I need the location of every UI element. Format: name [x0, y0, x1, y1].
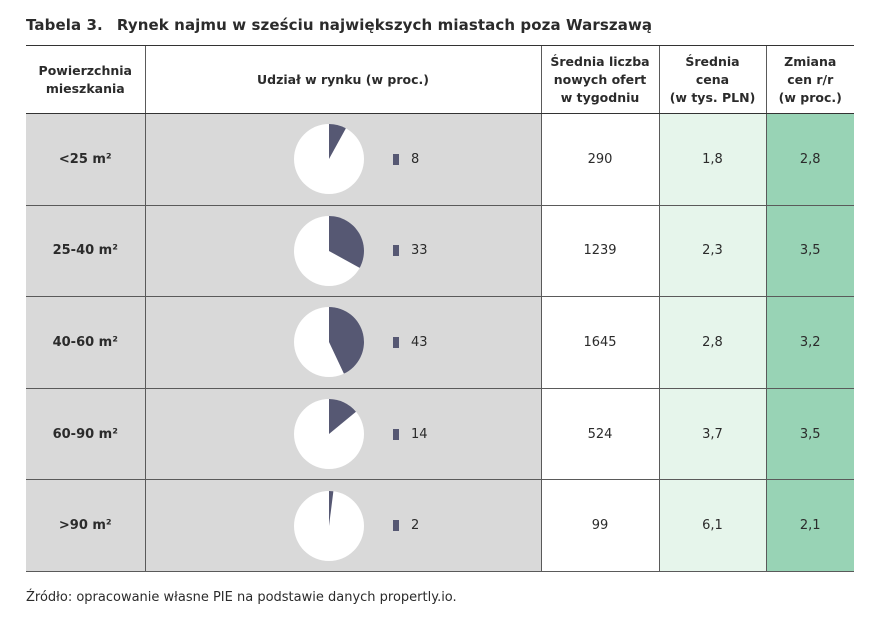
- table-title-text: Rynek najmu w sześciu największych miast…: [116, 16, 653, 34]
- share-value: 2: [411, 518, 420, 534]
- change-cell: 3,5: [765, 388, 854, 481]
- price-cell: 6,1: [658, 479, 766, 572]
- table-row: >90 m² 2 99 6,1 2,1: [26, 479, 854, 572]
- share-pie-chart: [294, 307, 364, 378]
- legend-marker-icon: [393, 336, 399, 348]
- rental-market-table: Powierzchnia mieszkania Udział w rynku (w…: [26, 45, 854, 572]
- share-cell: 14: [144, 388, 541, 481]
- share-visual: 2: [146, 490, 541, 562]
- share-pie-chart: [294, 124, 364, 195]
- pie-slice: [329, 215, 364, 268]
- pie-slice: [329, 307, 364, 375]
- table-row: <25 m² 8 290 1,8 2,8: [26, 113, 854, 206]
- share-visual: 33: [146, 215, 541, 287]
- offers-cell: 99: [540, 479, 659, 572]
- share-value: 14: [411, 426, 428, 442]
- header-price: Średnia cena (w tys. PLN): [658, 45, 766, 114]
- share-visual: 14: [146, 398, 541, 470]
- change-cell: 2,1: [765, 479, 854, 572]
- share-value: 33: [411, 243, 428, 259]
- price-cell: 3,7: [658, 388, 766, 481]
- pie-slice: [329, 490, 334, 526]
- legend-marker-icon: [393, 153, 399, 165]
- change-cell: 3,2: [765, 296, 854, 389]
- share-visual: 8: [146, 123, 541, 195]
- header-row: Powierzchnia mieszkania Udział w rynku (w…: [26, 45, 854, 114]
- price-cell: 2,3: [658, 205, 766, 298]
- change-cell: 3,5: [765, 205, 854, 298]
- share-cell: 43: [144, 296, 541, 389]
- size-cell: 40-60 m²: [26, 296, 145, 389]
- price-cell: 2,8: [658, 296, 766, 389]
- header-change: Zmiana cen r/r (w proc.): [765, 45, 854, 114]
- share-pie-chart: [294, 399, 364, 470]
- header-share: Udział w rynku (w proc.): [144, 45, 541, 114]
- header-size: Powierzchnia mieszkania: [26, 45, 145, 114]
- share-cell: 33: [144, 205, 541, 298]
- source-note: Źródło: opracowanie własne PIE na podsta…: [26, 590, 457, 605]
- share-visual: 43: [146, 306, 541, 378]
- share-value: 43: [411, 334, 428, 350]
- table-row: 25-40 m² 33 1239 2,3 3,5: [26, 205, 854, 298]
- table-row: 40-60 m² 43 1645 2,8 3,2: [26, 296, 854, 389]
- offers-cell: 524: [540, 388, 659, 481]
- share-pie-chart: [294, 490, 364, 561]
- header-offers: Średnia liczba nowych ofert w tygodniu: [540, 45, 659, 114]
- size-cell: 60-90 m²: [26, 388, 145, 481]
- share-value: 8: [411, 151, 420, 167]
- share-cell: 8: [144, 113, 541, 206]
- legend-marker-icon: [393, 245, 399, 257]
- size-cell: >90 m²: [26, 479, 145, 572]
- table-number: Tabela 3.: [26, 16, 103, 34]
- legend-marker-icon: [393, 428, 399, 440]
- legend-marker-icon: [393, 520, 399, 532]
- offers-cell: 290: [540, 113, 659, 206]
- table-title: Tabela 3. Rynek najmu w sześciu największ…: [26, 16, 652, 34]
- share-pie-chart: [294, 215, 364, 286]
- change-cell: 2,8: [765, 113, 854, 206]
- size-cell: 25-40 m²: [26, 205, 145, 298]
- pie-slice: [329, 124, 346, 160]
- size-cell: <25 m²: [26, 113, 145, 206]
- table-row: 60-90 m² 14 524 3,7 3,5: [26, 388, 854, 481]
- offers-cell: 1239: [540, 205, 659, 298]
- share-cell: 2: [144, 479, 541, 572]
- table-body: <25 m² 8 290 1,8 2,8 25-40 m² 33 1239 2,3 3,5 40-6…: [26, 113, 854, 572]
- offers-cell: 1645: [540, 296, 659, 389]
- pie-slice: [329, 399, 356, 435]
- price-cell: 1,8: [658, 113, 766, 206]
